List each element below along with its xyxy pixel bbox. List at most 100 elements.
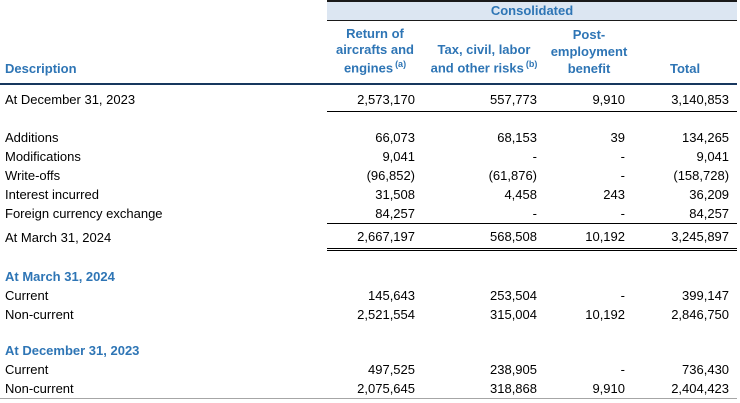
cell-value: -: [545, 204, 633, 224]
cell-value: 84,257: [633, 204, 738, 224]
cell-value: -: [423, 204, 545, 224]
cell-value: [423, 111, 545, 128]
cell-value: 238,905: [490, 361, 537, 377]
cell-value: 2,075,645: [327, 378, 423, 399]
section-header-row: At March 31, 2024: [0, 267, 737, 286]
cell-value: 9,041: [382, 149, 415, 164]
cell-value: 399,147: [682, 287, 730, 303]
cell-value: 253,504: [490, 287, 537, 303]
table-row: Current 145,643 253,504 - 399,147: [0, 286, 737, 305]
cell-value: [633, 250, 737, 267]
table-row: At December 31, 2023 2,573,170 557,773 9,91…: [0, 83, 738, 112]
cell-value: [423, 267, 545, 286]
cell-value: [327, 111, 423, 128]
cell-value: (61,876): [488, 168, 537, 183]
cell-value: 10,192: [545, 223, 633, 251]
table-row: Write-offs (96,852) (61,876) - (158,728): [0, 166, 737, 185]
cell-value: [545, 324, 633, 341]
cell-value: [633, 341, 737, 360]
row-label: Foreign currency exchange: [5, 206, 163, 222]
cell-value: [423, 341, 545, 360]
column-header-row: Description Return of aircrafts and engi…: [0, 20, 738, 85]
cell-value: 2,404,423: [633, 378, 738, 399]
cell-value: 2,846,750: [671, 306, 730, 322]
section-header-row: At December 31, 2023: [0, 341, 737, 360]
cell-value: 66,073: [375, 130, 415, 145]
row-label: [0, 324, 327, 341]
table-row: Current 497,525 238,905 - 736,430: [0, 360, 737, 379]
table-header: Consolidated Description Return of aircr…: [0, 0, 738, 85]
cell-value: [545, 250, 633, 267]
cell-value: -: [620, 149, 625, 164]
cell-value: 10,192: [585, 306, 625, 322]
cell-value: 9,910: [545, 378, 633, 399]
row-label: Current: [5, 287, 49, 303]
table-row: At March 31, 2024 2,667,197 568,508 10,192 3…: [0, 223, 738, 251]
cell-value: 36,209: [689, 187, 730, 202]
column-header-total: Total: [633, 20, 738, 85]
cell-value: 2,521,554: [357, 306, 415, 322]
cell-value: -: [620, 287, 625, 303]
cell-value: 9,041: [696, 149, 730, 164]
cell-value: 9,910: [545, 83, 633, 112]
cell-value: -: [532, 149, 537, 164]
cell-value: 243: [603, 187, 625, 202]
footnote-ref-b: (b): [525, 59, 538, 70]
cell-value: [327, 324, 423, 341]
column-header-label: Tax, civil, labor and other risks: [430, 42, 531, 76]
cell-value: 145,643: [368, 287, 415, 303]
row-label: Non-current: [5, 306, 74, 322]
row-label: Interest incurred: [5, 187, 99, 202]
column-header-return-of-aircrafts: Return of aircrafts and engines (a): [327, 20, 423, 85]
cell-value: 568,508: [423, 223, 545, 251]
cell-value: -: [620, 361, 625, 377]
column-header-post-employment: Post-employment benefit: [545, 20, 633, 85]
table-row: Non-current 2,521,554 315,004 10,192 2,846,7…: [0, 305, 737, 324]
cell-value: 2,573,170: [327, 83, 423, 112]
row-label: Non-current: [0, 378, 327, 399]
cell-value: 557,773: [423, 83, 545, 112]
row-label: At March 31, 2024: [5, 268, 115, 284]
cell-value: 134,265: [682, 130, 730, 145]
spacer-row: [0, 250, 737, 267]
row-label: [0, 111, 327, 128]
cell-value: [327, 250, 423, 267]
cell-value: [633, 267, 737, 286]
consolidated-band-row: Consolidated: [0, 0, 738, 21]
cell-value: 39: [610, 130, 625, 145]
cell-value: -: [620, 168, 625, 183]
spacer-row: [0, 324, 737, 341]
table-row: Non-current 2,075,645 318,868 9,910 2,404,42…: [0, 378, 738, 399]
footnote-ref-a: (a): [395, 59, 407, 70]
row-label: Additions: [5, 130, 59, 145]
row-label: At December 31, 2023: [5, 342, 140, 358]
table-row: Interest incurred 31,508 4,458 243 36,209: [0, 185, 737, 204]
column-header-description: Description: [0, 20, 327, 85]
cell-value: [423, 250, 545, 267]
cell-value: 497,525: [368, 361, 415, 377]
cell-value: 31,508: [375, 187, 415, 202]
row-label: At March 31, 2024: [5, 229, 112, 245]
cell-value: (96,852): [366, 168, 415, 183]
table-row: Foreign currency exchange 84,257- -84,257: [0, 204, 738, 224]
cell-value: [545, 341, 633, 360]
cell-value: 3,140,853: [633, 83, 738, 112]
cell-value: 4,458: [504, 187, 537, 202]
table-row: Additions 66,073 68,153 39 134,265: [0, 128, 737, 147]
row-label: Modifications: [5, 149, 81, 164]
row-label: At December 31, 2023: [5, 91, 136, 107]
cell-value: [327, 267, 423, 286]
spacer-row: [0, 111, 737, 128]
cell-value: (158,728): [673, 168, 730, 183]
cell-value: [545, 267, 633, 286]
cell-value: 2,667,197: [327, 223, 423, 251]
cell-value: 736,430: [682, 361, 730, 377]
table-row: Modifications 9,041 - - 9,041: [0, 147, 737, 166]
cell-value: [423, 324, 545, 341]
cell-value: 84,257: [327, 204, 423, 224]
row-label: [0, 250, 327, 267]
row-label: Write-offs: [5, 168, 61, 183]
table-body: At December 31, 2023 2,573,170 557,773 9,91…: [0, 83, 738, 399]
